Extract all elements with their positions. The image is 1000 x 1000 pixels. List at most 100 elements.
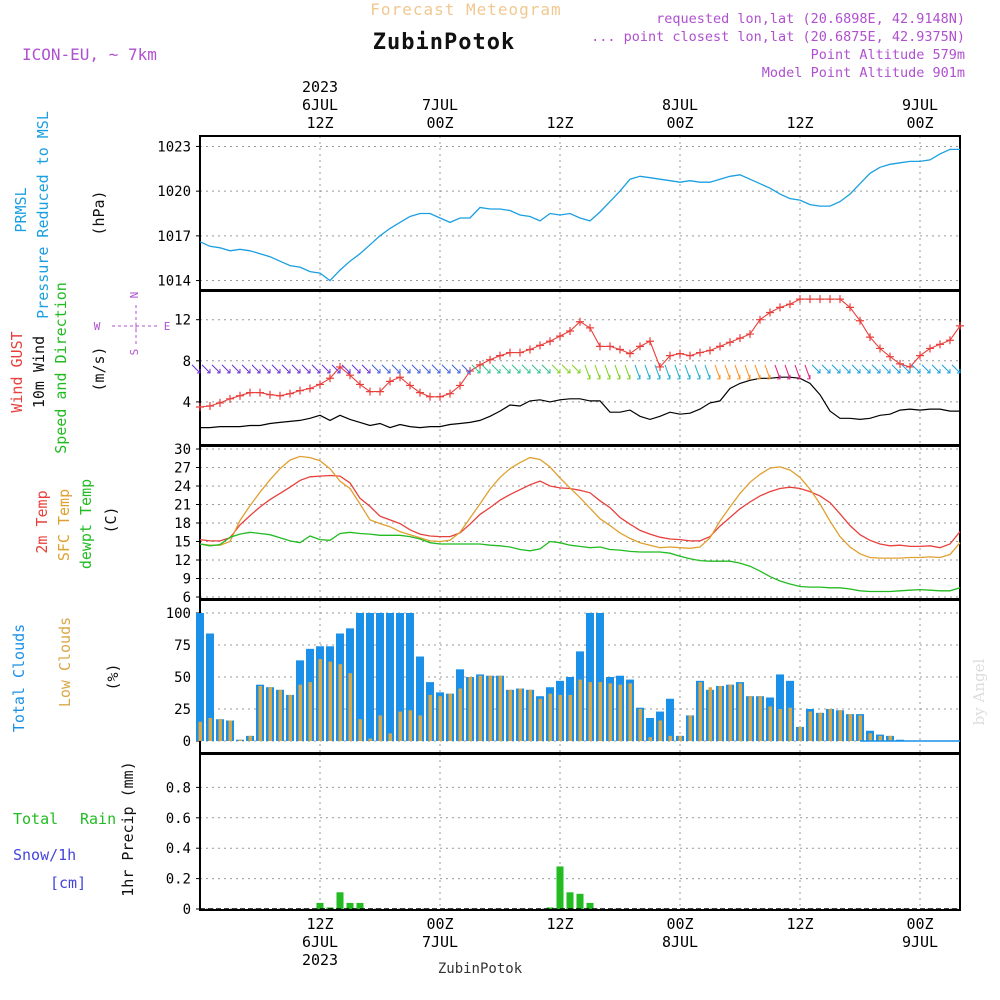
total-cloud-bar xyxy=(416,656,424,741)
low-cloud-bar xyxy=(398,711,402,741)
wind-direction-arrow xyxy=(754,364,761,380)
pressure-unit-label: (hPa) xyxy=(90,190,108,235)
gust-point xyxy=(726,338,734,347)
wind-direction-arrow xyxy=(804,364,811,380)
gust-point xyxy=(826,295,834,304)
snow-label: Snow/1h xyxy=(13,846,76,864)
gust-point xyxy=(756,315,764,324)
total-cloud-bar xyxy=(646,717,654,741)
y-tick-label: 6 xyxy=(183,590,191,606)
low-cloud-bar xyxy=(698,682,702,741)
wind-direction-arrow xyxy=(881,364,891,374)
gust-point xyxy=(416,388,424,397)
wind-direction-arrow xyxy=(794,364,801,380)
gust-point xyxy=(846,303,854,312)
wind-axis-labels: Wind GUST 10m Wind Speed and Direction (… xyxy=(8,282,108,454)
y-tick-label: 4 xyxy=(183,395,191,411)
gust-point xyxy=(806,295,814,304)
gust-point xyxy=(736,334,744,343)
wind-direction-arrow xyxy=(871,364,881,374)
rain-bar xyxy=(336,892,344,909)
gust-point xyxy=(796,295,804,304)
footer-location: ZubinPotok xyxy=(438,961,523,977)
sfctemp-line xyxy=(199,455,961,559)
low-cloud-bar xyxy=(228,720,232,741)
time-label-bottom: 00Z xyxy=(426,915,453,933)
low-cloud-bar xyxy=(518,688,522,741)
gust-point xyxy=(376,387,384,396)
time-label-bottom: 12Z xyxy=(306,915,333,933)
y-tick-label: 12 xyxy=(174,553,191,569)
gust-point xyxy=(676,349,684,358)
wind-direction-arrow xyxy=(521,364,531,374)
wind-direction-arrow xyxy=(851,364,861,374)
gust-point xyxy=(786,300,794,309)
time-label-top: 00Z xyxy=(666,114,693,132)
gust-point xyxy=(276,391,284,400)
gust-point xyxy=(636,342,644,351)
plot-area: 1014 1017 1020 1023 4 8 12 6 9 12 15 18 21 24 27 30 0 25 5… xyxy=(157,78,964,969)
low-cloud-bar xyxy=(198,721,202,741)
low-cloud-bar xyxy=(738,683,742,741)
gust-point xyxy=(776,303,784,312)
low-cloud-bar xyxy=(368,738,372,741)
low-cloud-bar xyxy=(808,711,812,741)
low-cloud-bar xyxy=(258,685,262,741)
time-label-bottom: 6JUL xyxy=(302,933,338,951)
rain-bar xyxy=(556,866,564,909)
wind-direction-arrow xyxy=(764,364,771,380)
time-label-bottom: 7JUL xyxy=(422,933,458,951)
low-cloud-bar xyxy=(348,673,352,741)
rain-label: Rain xyxy=(80,810,116,828)
low-cloud-bar xyxy=(448,693,452,741)
low-cloud-bar xyxy=(218,719,222,741)
wind-direction-arrow xyxy=(461,364,471,374)
wind-line xyxy=(200,376,960,429)
requested-coords: requested lon,lat (20.6898E, 42.9148N) xyxy=(656,11,965,27)
wind-direction-arrow xyxy=(281,364,291,374)
wind-direction-arrow xyxy=(624,364,631,380)
gust-point xyxy=(696,348,704,357)
temp2m-line xyxy=(199,474,961,549)
low-cloud-bar xyxy=(568,694,572,741)
low-cloud-bar xyxy=(878,735,882,741)
wind-direction-arrow xyxy=(421,364,431,374)
wind-direction-arrow xyxy=(261,364,271,374)
low-cloud-bar xyxy=(418,715,422,741)
wind-direction-arrow xyxy=(774,364,781,380)
low-cloud-bar xyxy=(868,733,872,741)
low-cloud-bar xyxy=(638,709,642,741)
y-tick-label: 0 xyxy=(183,734,191,750)
gust-point xyxy=(536,341,544,350)
wind-direction-arrow xyxy=(471,364,481,374)
wind-direction-arrow xyxy=(541,364,551,374)
wind-unit-label: (m/s) xyxy=(90,346,108,391)
wind-direction-arrow xyxy=(831,364,841,374)
wind-direction-arrow xyxy=(321,364,331,374)
total-cloud-label: Total Clouds xyxy=(10,624,28,732)
total-cloud-bar xyxy=(366,613,374,741)
gust-point xyxy=(666,351,674,360)
wind-direction-arrow xyxy=(744,364,751,380)
time-label-top: 7JUL xyxy=(422,96,458,114)
wind-direction-arrow xyxy=(614,364,621,380)
time-label-top: 2023 xyxy=(302,78,338,96)
low-cloud-bar xyxy=(788,707,792,741)
pressure-line xyxy=(199,148,960,282)
time-label-top: 00Z xyxy=(906,114,933,132)
low-cloud-bar xyxy=(508,689,512,741)
wind-direction-arrow xyxy=(301,364,311,374)
gust-point xyxy=(226,394,234,403)
low-cloud-bar xyxy=(308,682,312,741)
wind-direction-arrow xyxy=(951,364,961,374)
wind-direction-arrow xyxy=(401,364,411,374)
cloud-unit-label: (%) xyxy=(104,663,122,690)
y-tick-label: 8 xyxy=(183,354,191,370)
low-cloud-bar xyxy=(718,685,722,741)
location-title: ZubinPotok xyxy=(373,30,515,55)
model-label: ICON-EU, ~ 7km xyxy=(22,45,157,64)
temp-axis-labels: 2m Temp SFC Temp dewpt Temp (C) xyxy=(33,479,120,569)
panel-frame xyxy=(199,753,961,911)
gust-point xyxy=(626,349,634,358)
precip-unit-label: 1hr Precip (mm) xyxy=(119,761,137,896)
